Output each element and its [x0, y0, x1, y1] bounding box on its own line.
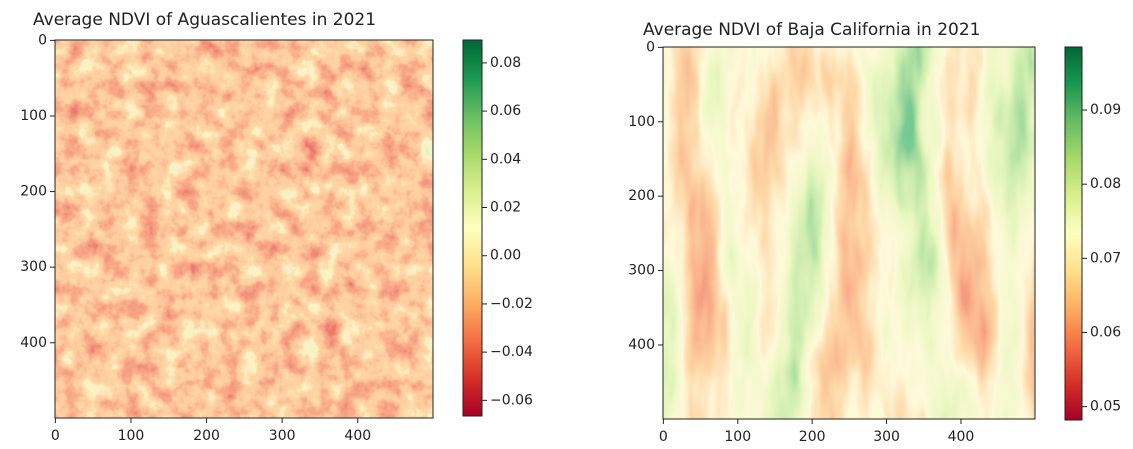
y-tick-label: 200 [628, 188, 655, 204]
y-tick-label: 100 [628, 114, 655, 130]
x-tick-label: 0 [659, 429, 668, 445]
y-tick-label: 100 [20, 108, 47, 124]
y-tick-label: 200 [20, 184, 47, 200]
x-tick-label: 400 [344, 428, 371, 444]
colorbar [462, 39, 483, 417]
colorbar-tick-label: 0.02 [490, 200, 521, 216]
colorbar-tick-label: 0.05 [1090, 399, 1121, 415]
x-tick-label: 200 [193, 428, 220, 444]
colorbar [1064, 46, 1083, 421]
y-tick-label: 400 [20, 335, 47, 351]
colorbar-tick-label: 0.04 [490, 151, 521, 167]
colorbar-tick-label: 0.09 [1090, 102, 1121, 118]
y-tick-label: 300 [628, 263, 655, 279]
y-tick-label: 400 [628, 337, 655, 353]
x-tick-label: 0 [51, 428, 60, 444]
y-tick-label: 300 [20, 259, 47, 275]
y-tick-label: 0 [646, 39, 655, 55]
colorbar-tick-label: −0.06 [490, 392, 533, 408]
x-tick-label: 200 [799, 429, 826, 445]
plot-frame [54, 39, 434, 419]
colorbar-tick-label: 0.00 [490, 248, 521, 264]
colorbar-tick-label: 0.08 [1090, 176, 1121, 192]
x-tick-label: 100 [724, 429, 751, 445]
colorbar-tick-label: −0.04 [490, 344, 533, 360]
chart-title: Average NDVI of Baja California in 2021 [643, 20, 980, 40]
x-tick-label: 300 [269, 428, 296, 444]
heatmap-image [663, 47, 1035, 419]
colorbar-tick-label: 0.07 [1090, 250, 1121, 266]
heatmap-image [55, 40, 433, 418]
colorbar-tick-label: −0.02 [490, 296, 533, 312]
chart-title: Average NDVI of Aguascalientes in 2021 [33, 10, 376, 30]
colorbar-tick-label: 0.06 [1090, 324, 1121, 340]
colorbar-tick-label: 0.06 [490, 103, 521, 119]
x-tick-label: 400 [948, 429, 975, 445]
x-tick-label: 300 [873, 429, 900, 445]
plot-frame [662, 46, 1036, 420]
y-tick-label: 0 [38, 32, 47, 48]
colorbar-tick-label: 0.08 [490, 55, 521, 71]
x-tick-label: 100 [118, 428, 145, 444]
